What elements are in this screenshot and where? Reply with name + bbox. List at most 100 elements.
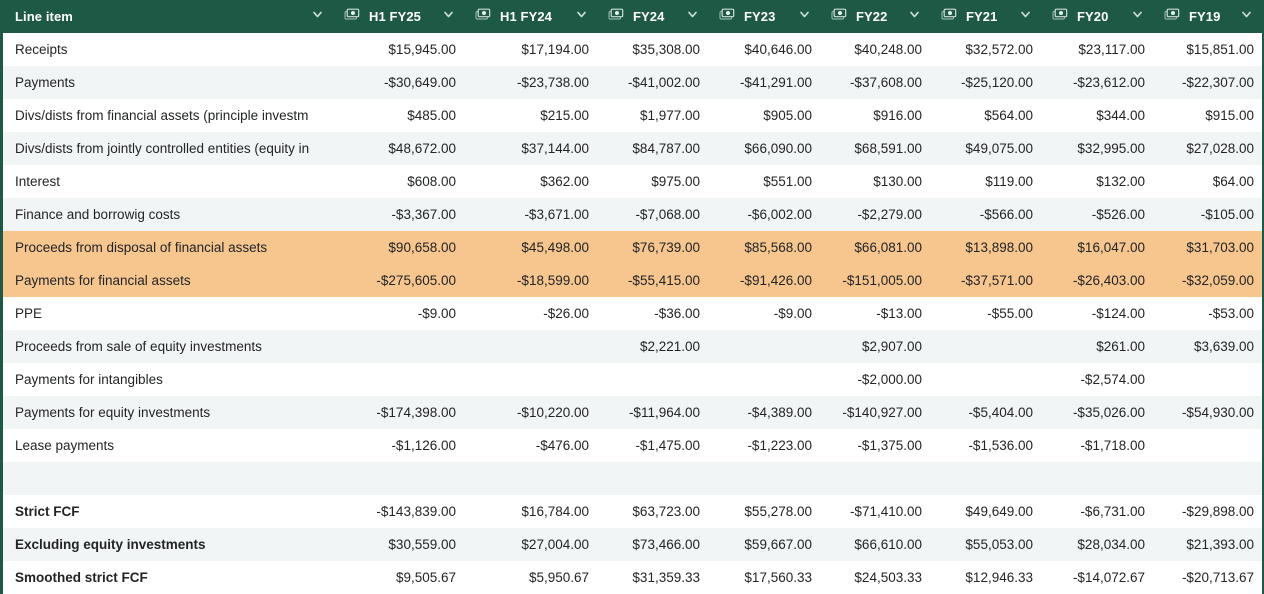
value-cell[interactable]: -$23,612.00 (1072, 75, 1145, 90)
value-cell[interactable]: -$30,649.00 (383, 75, 456, 90)
value-cell[interactable]: $485.00 (407, 108, 456, 123)
value-cell[interactable]: $40,646.00 (744, 42, 812, 57)
value-cell[interactable] (464, 330, 597, 363)
chevron-down-icon[interactable] (1019, 8, 1032, 26)
line-item-label[interactable]: Smoothed strict FCF (15, 570, 148, 585)
value-cell[interactable]: -$26,403.00 (1072, 273, 1145, 288)
value-cell[interactable]: -$3,671.00 (524, 207, 589, 222)
value-cell[interactable] (1153, 429, 1262, 462)
value-cell[interactable]: $30,559.00 (388, 537, 456, 552)
value-cell[interactable]: -$37,571.00 (960, 273, 1033, 288)
value-cell[interactable]: $905.00 (763, 108, 812, 123)
line-item-label[interactable]: Payments for intangibles (15, 372, 163, 387)
value-cell[interactable]: $27,028.00 (1186, 141, 1254, 156)
value-cell[interactable]: -$71,410.00 (849, 504, 922, 519)
column-header-cell-fy20[interactable]: FY20 (1041, 0, 1153, 33)
value-cell[interactable]: $27,004.00 (521, 537, 589, 552)
chevron-down-icon[interactable] (908, 8, 921, 26)
chevron-down-icon[interactable] (686, 8, 699, 26)
value-cell[interactable]: -$2,000.00 (857, 372, 922, 387)
value-cell[interactable]: $261.00 (1096, 339, 1145, 354)
value-cell[interactable]: -$174,398.00 (376, 405, 456, 420)
value-cell[interactable]: -$3,367.00 (391, 207, 456, 222)
value-cell[interactable]: $24,503.33 (854, 570, 922, 585)
value-cell[interactable]: $215.00 (540, 108, 589, 123)
column-header-cell-fy19[interactable]: FY19 (1153, 0, 1262, 33)
value-cell[interactable]: -$37,608.00 (849, 75, 922, 90)
value-cell[interactable] (930, 462, 1041, 495)
value-cell[interactable]: -$32,059.00 (1181, 273, 1254, 288)
value-cell[interactable]: -$29,898.00 (1181, 504, 1254, 519)
value-cell[interactable]: $31,703.00 (1186, 240, 1254, 255)
value-cell[interactable]: $66,090.00 (744, 141, 812, 156)
value-cell[interactable]: $68,591.00 (854, 141, 922, 156)
value-cell[interactable]: $3,639.00 (1193, 339, 1254, 354)
value-cell[interactable]: $48,672.00 (388, 141, 456, 156)
value-cell[interactable]: $551.00 (763, 174, 812, 189)
value-cell[interactable]: -$41,002.00 (627, 75, 700, 90)
value-cell[interactable]: -$1,718.00 (1080, 438, 1145, 453)
value-cell[interactable]: -$6,002.00 (747, 207, 812, 222)
value-cell[interactable]: -$143,839.00 (376, 504, 456, 519)
value-cell[interactable] (1153, 462, 1262, 495)
value-cell[interactable]: -$9.00 (417, 306, 456, 321)
value-cell[interactable]: $564.00 (984, 108, 1033, 123)
value-cell[interactable]: -$55,415.00 (627, 273, 700, 288)
value-cell[interactable]: $2,221.00 (639, 339, 700, 354)
value-cell[interactable]: $21,393.00 (1186, 537, 1254, 552)
value-cell[interactable]: $55,053.00 (965, 537, 1033, 552)
value-cell[interactable]: -$7,068.00 (635, 207, 700, 222)
value-cell[interactable]: $35,308.00 (632, 42, 700, 57)
value-cell[interactable]: -$1,536.00 (968, 438, 1033, 453)
value-cell[interactable] (930, 330, 1041, 363)
value-cell[interactable]: $73,466.00 (632, 537, 700, 552)
value-cell[interactable] (708, 330, 820, 363)
value-cell[interactable]: $17,194.00 (521, 42, 589, 57)
value-cell[interactable]: $32,572.00 (965, 42, 1033, 57)
value-cell[interactable]: -$1,223.00 (747, 438, 812, 453)
column-header-cell-h1-fy24[interactable]: H1 FY24 (464, 0, 597, 33)
value-cell[interactable]: -$41,291.00 (739, 75, 812, 90)
line-item-label[interactable]: Excluding equity investments (15, 537, 206, 552)
value-cell[interactable]: -$18,599.00 (516, 273, 589, 288)
value-cell[interactable] (820, 462, 930, 495)
value-cell[interactable]: $9,505.67 (395, 570, 456, 585)
value-cell[interactable]: -$55.00 (987, 306, 1033, 321)
line-item-label[interactable] (3, 462, 333, 495)
value-cell[interactable]: $40,248.00 (854, 42, 922, 57)
value-cell[interactable]: $37,144.00 (521, 141, 589, 156)
line-item-label[interactable]: Divs/dists from financial assets (princi… (15, 108, 309, 123)
value-cell[interactable]: -$124.00 (1091, 306, 1145, 321)
value-cell[interactable] (1153, 363, 1262, 396)
value-cell[interactable]: $63,723.00 (632, 504, 700, 519)
value-cell[interactable]: $608.00 (407, 174, 456, 189)
value-cell[interactable] (597, 462, 708, 495)
value-cell[interactable]: -$476.00 (535, 438, 589, 453)
chevron-down-icon[interactable] (1131, 8, 1144, 26)
value-cell[interactable]: $132.00 (1096, 174, 1145, 189)
value-cell[interactable]: $119.00 (985, 174, 1033, 189)
column-header-cell-fy22[interactable]: FY22 (820, 0, 930, 33)
value-cell[interactable]: -$53.00 (1208, 306, 1254, 321)
value-cell[interactable]: $15,945.00 (388, 42, 456, 57)
value-cell[interactable] (333, 363, 464, 396)
value-cell[interactable]: $916.00 (873, 108, 922, 123)
value-cell[interactable]: $76,739.00 (632, 240, 700, 255)
value-cell[interactable]: $1,977.00 (639, 108, 700, 123)
line-item-label[interactable]: Payments (15, 75, 76, 90)
value-cell[interactable]: $64.00 (1212, 174, 1254, 189)
value-cell[interactable]: $5,950.67 (528, 570, 589, 585)
value-cell[interactable] (333, 462, 464, 495)
chevron-down-icon[interactable] (311, 8, 324, 26)
value-cell[interactable]: -$4,389.00 (747, 405, 812, 420)
line-item-label[interactable]: Strict FCF (15, 504, 80, 519)
value-cell[interactable]: $28,034.00 (1077, 537, 1145, 552)
value-cell[interactable]: -$2,574.00 (1080, 372, 1145, 387)
line-item-label[interactable]: Proceeds from sale of equity investments (15, 339, 262, 354)
chevron-down-icon[interactable] (442, 8, 455, 26)
line-item-label[interactable]: PPE (15, 306, 43, 321)
value-cell[interactable]: $344.00 (1096, 108, 1145, 123)
value-cell[interactable]: $2,907.00 (861, 339, 922, 354)
value-cell[interactable]: $59,667.00 (744, 537, 812, 552)
value-cell[interactable]: $32,995.00 (1077, 141, 1145, 156)
